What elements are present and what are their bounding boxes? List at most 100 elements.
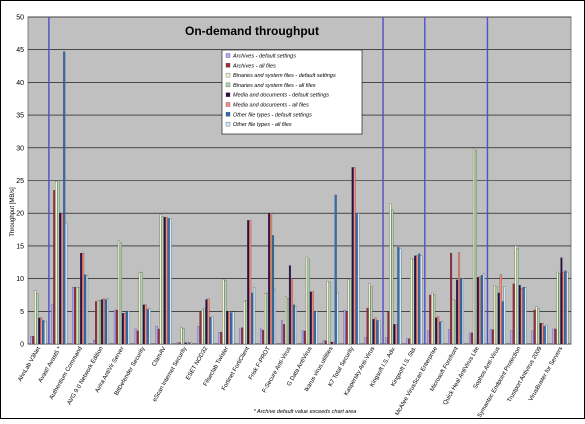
bar	[516, 248, 519, 345]
legend: Archives - default settings Archives - al…	[221, 49, 363, 135]
bar	[503, 286, 506, 345]
bar	[197, 326, 200, 345]
bar	[474, 150, 477, 345]
bar	[169, 218, 172, 345]
legend-item: Media and documents - all files	[233, 103, 309, 109]
bar	[284, 296, 287, 345]
bar	[368, 283, 371, 345]
bar	[566, 271, 569, 345]
bar	[322, 340, 325, 345]
legend-item: Media and documents - default settings	[233, 93, 329, 99]
bar	[209, 317, 212, 345]
bar	[518, 285, 521, 345]
bar	[57, 180, 60, 345]
bar	[274, 288, 277, 345]
separator-lines	[48, 17, 489, 344]
bar	[408, 338, 411, 345]
bar	[115, 309, 118, 345]
bar	[524, 287, 527, 345]
bar	[501, 301, 504, 345]
legend-box	[221, 49, 363, 135]
legend-swatch	[225, 121, 231, 127]
bar	[167, 218, 170, 345]
bar	[61, 213, 64, 345]
bar	[420, 255, 423, 345]
legend-swatch	[225, 63, 231, 68]
bar	[393, 324, 396, 345]
legend-item: Binaries and system files - default sett…	[233, 73, 336, 79]
y-tick-label: 10	[16, 276, 24, 283]
bar	[378, 320, 381, 345]
bar	[554, 328, 557, 345]
bar	[264, 293, 267, 345]
bar	[78, 286, 81, 345]
bar	[211, 316, 214, 345]
bar	[355, 213, 358, 345]
bar	[282, 324, 286, 345]
bar	[119, 242, 122, 345]
bar	[470, 332, 473, 345]
bar	[113, 309, 116, 345]
y-axis-label: Throughput [MB/s]	[10, 187, 16, 237]
bar	[260, 328, 263, 345]
bar	[406, 338, 409, 345]
bar	[53, 190, 56, 345]
bar	[134, 328, 137, 345]
bar	[30, 336, 33, 345]
bar	[205, 299, 208, 345]
legend-item: Other file types - all files	[233, 122, 292, 128]
bar	[552, 328, 555, 345]
bar	[457, 252, 461, 345]
bar	[292, 304, 295, 345]
bar	[452, 299, 455, 345]
bar	[461, 278, 464, 345]
bar	[86, 275, 89, 345]
bar	[72, 286, 75, 345]
bar	[203, 307, 206, 345]
bar	[345, 311, 348, 345]
legend-item: Binaries and system files - all files	[233, 83, 316, 89]
bar	[389, 203, 392, 345]
bar	[125, 311, 128, 345]
bar	[201, 309, 204, 345]
bar	[441, 320, 444, 345]
bar	[121, 313, 124, 345]
bar	[106, 298, 109, 345]
bar	[493, 285, 496, 345]
bar	[266, 292, 269, 345]
bar	[543, 326, 546, 345]
bar	[418, 253, 421, 345]
bar	[537, 308, 540, 345]
bar	[349, 278, 352, 345]
footnote: * Archive default value exceeds chart ar…	[254, 409, 357, 415]
bar	[136, 330, 139, 345]
bar	[520, 288, 523, 345]
bar	[294, 305, 297, 345]
bar	[290, 278, 293, 345]
y-tick-label: 30	[16, 145, 24, 152]
bar	[491, 329, 494, 345]
legend-swatch	[225, 53, 231, 58]
bar	[305, 256, 308, 345]
bars	[30, 51, 569, 345]
bar	[42, 320, 45, 345]
y-tick-label: 5	[20, 309, 24, 316]
bar	[522, 286, 525, 345]
bar	[497, 292, 500, 345]
bar	[184, 342, 187, 345]
bar	[332, 341, 335, 345]
y-tick-label: 35	[16, 113, 24, 120]
bar	[514, 245, 517, 345]
bar	[218, 332, 221, 345]
bar	[535, 306, 538, 345]
chart-title: On-demand throughput	[185, 24, 319, 38]
bar	[397, 247, 400, 345]
bar	[303, 330, 306, 345]
bar	[330, 341, 333, 345]
bar	[429, 294, 432, 345]
bar	[288, 265, 291, 345]
bar	[182, 328, 185, 345]
bar	[376, 320, 379, 345]
